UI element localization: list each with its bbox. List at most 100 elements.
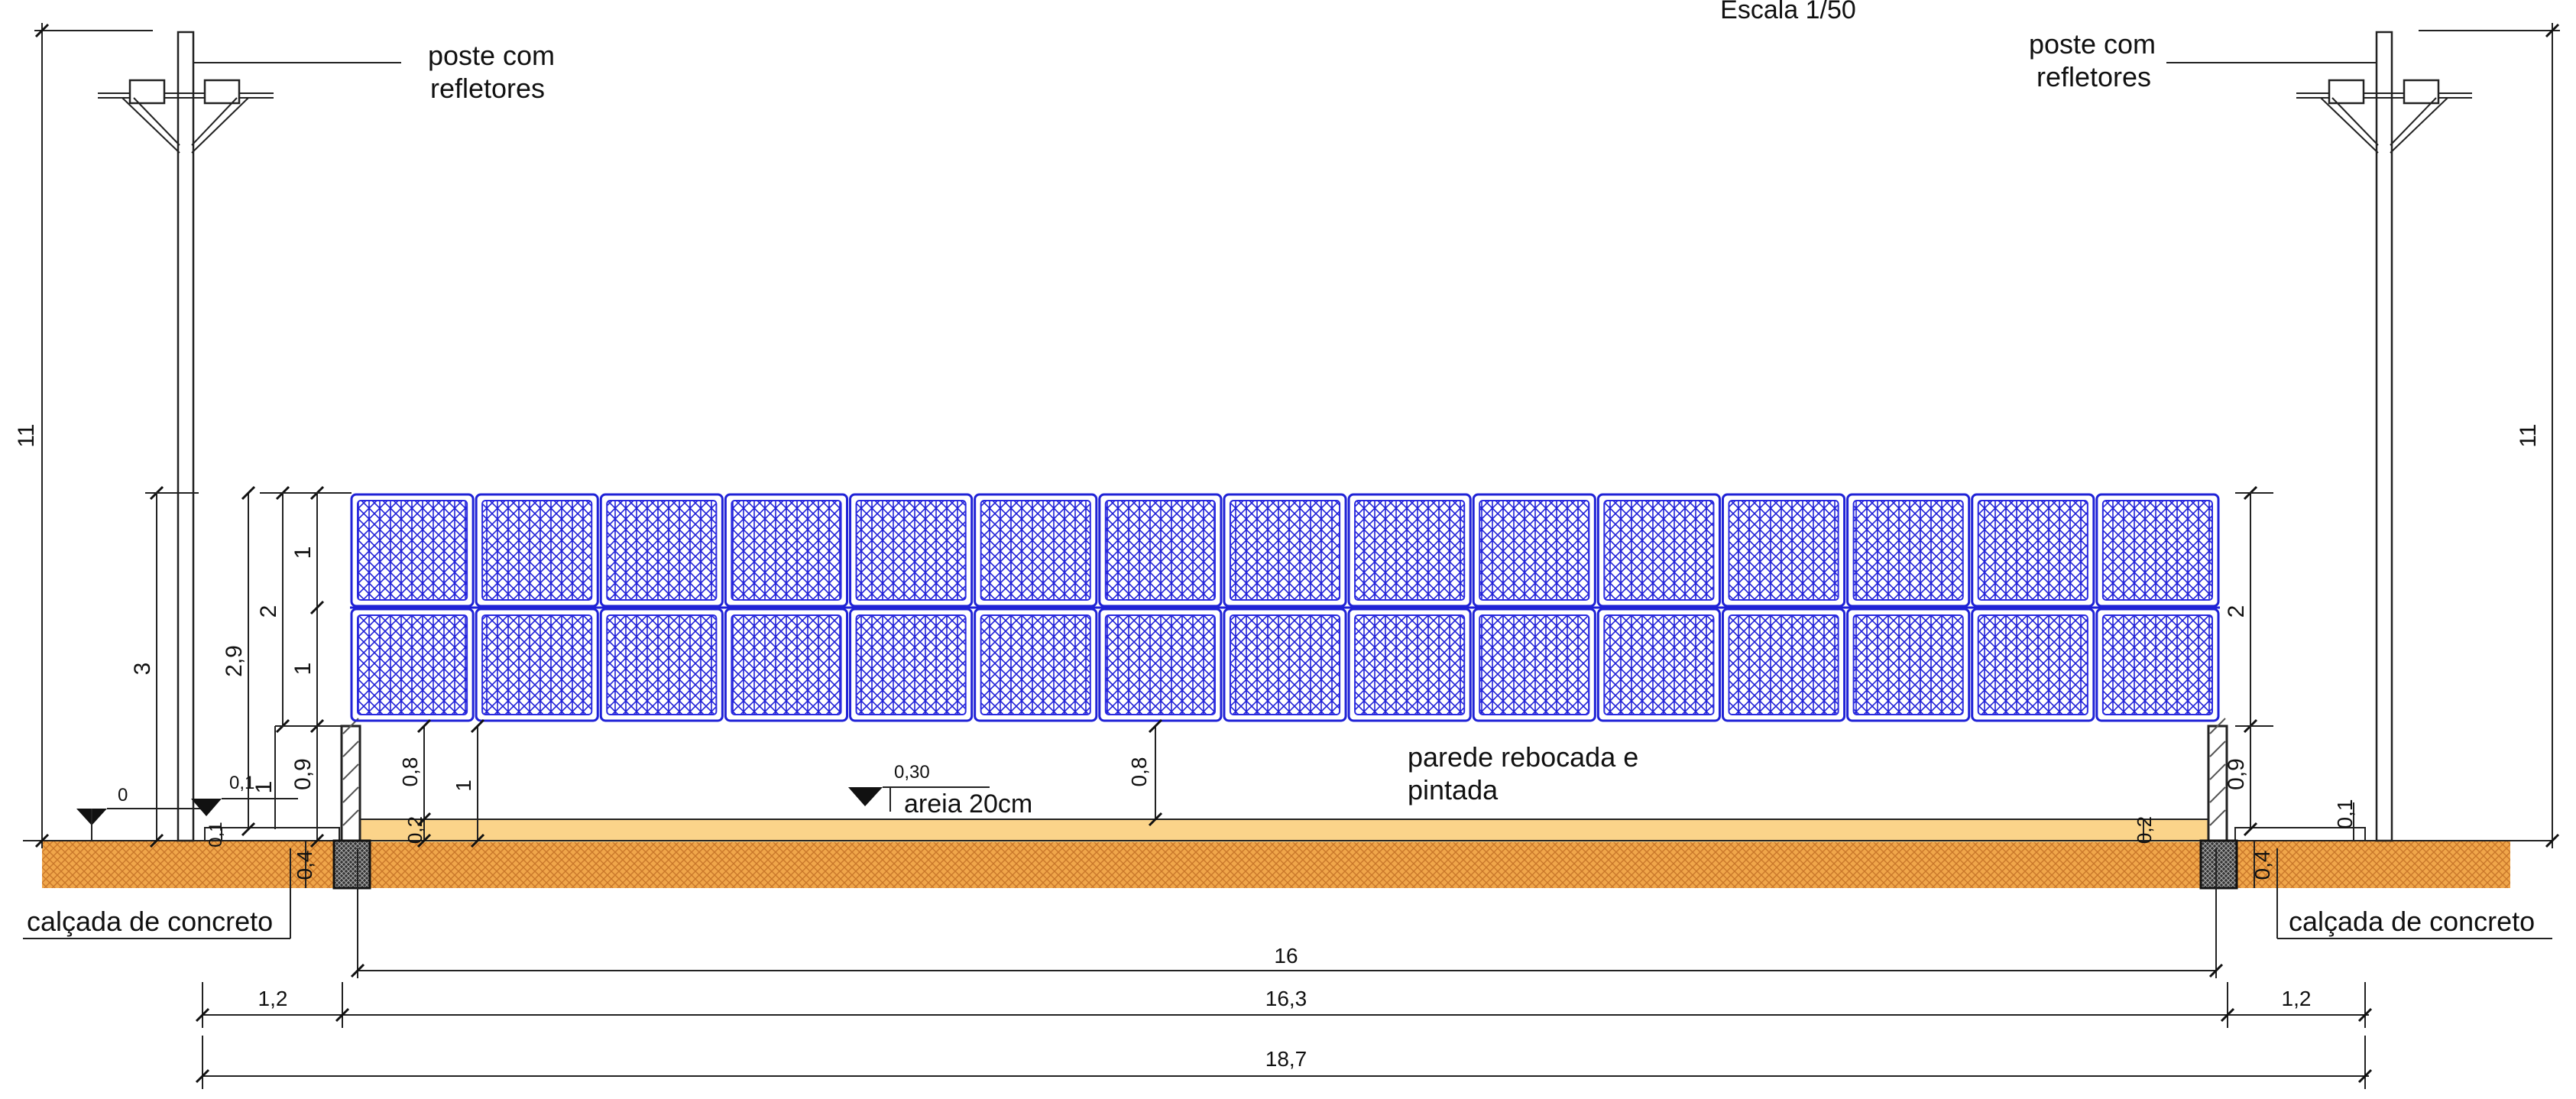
fence-panel bbox=[974, 493, 1098, 608]
fence-panel bbox=[1846, 608, 1971, 722]
fence-panel bbox=[849, 608, 974, 722]
fence-panel bbox=[1223, 493, 1347, 608]
fence-panel-mesh bbox=[1603, 500, 1715, 601]
pole-right-label-line1: poste com bbox=[2029, 28, 2156, 60]
dim-wall-0-2-right-label: 0,2 bbox=[2133, 816, 2156, 844]
fence-panel bbox=[350, 493, 475, 608]
fence-panel-mesh bbox=[606, 614, 718, 715]
soil-band bbox=[42, 841, 2510, 888]
fence-panel-mesh bbox=[1354, 614, 1466, 715]
dim-3-label: 3 bbox=[130, 663, 155, 676]
fence-panel-mesh bbox=[2101, 500, 2214, 601]
dim-pole-height-right: 11 bbox=[2419, 23, 2560, 848]
fence-panel bbox=[1347, 493, 1472, 608]
fence-panel bbox=[599, 608, 724, 722]
fence-panel bbox=[1596, 493, 1721, 608]
level-marker-sidewalk: 0,1 bbox=[191, 773, 298, 816]
dim-right-chain: 2 0,9 0,1 0,4 0,2 bbox=[2133, 485, 2357, 888]
fence-panel-mesh bbox=[1852, 500, 1964, 601]
ground bbox=[23, 819, 2552, 888]
dim-16-3-label: 16,3 bbox=[1265, 987, 1307, 1010]
fence-panel bbox=[350, 608, 475, 722]
dim-side-1-2-right-label: 1,2 bbox=[2282, 987, 2312, 1010]
dim-horizontal-row2: 1,2 16,3 1,2 bbox=[195, 982, 2373, 1028]
fence-panel-mesh bbox=[980, 614, 1091, 715]
sidewalk-right bbox=[2234, 827, 2366, 841]
fence-panel bbox=[1223, 608, 1347, 722]
fence-panel-mesh bbox=[357, 500, 468, 601]
fence-panel bbox=[2095, 493, 2220, 608]
pole-left bbox=[98, 31, 401, 842]
fence-panel bbox=[599, 493, 724, 608]
fence-panel bbox=[475, 608, 599, 722]
sidewalk-left-leader bbox=[23, 848, 291, 939]
fence-panel-mesh bbox=[1229, 614, 1341, 715]
fence-panel-mesh bbox=[1479, 500, 1590, 601]
level-sand-value: 0,30 bbox=[894, 762, 930, 783]
foundation-left bbox=[332, 839, 371, 890]
fence-panel-mesh bbox=[980, 500, 1091, 601]
dim-sidewalk-0-1-right-label: 0,1 bbox=[2333, 799, 2357, 829]
fence-panel-mesh bbox=[1104, 614, 1216, 715]
wall-label-line1: parede rebocada e bbox=[1408, 741, 1638, 773]
scale-label: Escala 1/50 bbox=[1720, 0, 1856, 24]
dim-16-label: 16 bbox=[1274, 944, 1298, 968]
fence-panel-mesh bbox=[1728, 614, 1839, 715]
dim-horizontal-16: 16 bbox=[350, 848, 2224, 978]
dim-left-chain: 3 2,9 2 1 1 0,9 1 bbox=[130, 485, 352, 848]
pole-left-label-line1: poste com bbox=[428, 40, 555, 71]
dim-wall-0-9-left-label: 0,9 bbox=[290, 758, 316, 790]
dim-wall-1-left-label: 1 bbox=[251, 781, 277, 794]
level-marker-sand: 0,30 bbox=[848, 762, 990, 812]
wall-label-line2: pintada bbox=[1408, 774, 1499, 806]
fence-panel bbox=[724, 493, 849, 608]
fence-panel bbox=[475, 493, 599, 608]
dim-wall-1-inner-label: 1 bbox=[452, 780, 475, 792]
fence-panel-mesh bbox=[1852, 614, 1964, 715]
sand-label: areia 20cm bbox=[904, 789, 1032, 819]
pole-left-height-label: 11 bbox=[14, 423, 39, 447]
foundation-right bbox=[2199, 839, 2238, 890]
dim-side-1-2-left-label: 1,2 bbox=[258, 987, 288, 1010]
dim-wall-0-9-right-label: 0,9 bbox=[2224, 758, 2249, 790]
sidewalk-right-label: calçada de concreto bbox=[2289, 906, 2535, 937]
dim-pole-height-left: 11 bbox=[14, 23, 153, 848]
level-sidewalk-value: 0,1 bbox=[229, 773, 254, 793]
fence-panel bbox=[724, 608, 849, 722]
dim-foundation-0-4-left-label: 0,4 bbox=[293, 851, 316, 880]
fence-panel bbox=[1347, 608, 1472, 722]
sidewalk-left-label: calçada de concreto bbox=[27, 906, 273, 937]
fence-panel bbox=[2095, 608, 2220, 722]
level-left-value: 0 bbox=[118, 785, 128, 806]
fence-panel bbox=[1098, 493, 1223, 608]
fence-panel-mesh bbox=[855, 500, 967, 601]
dim-horizontal-18-7: 18,7 bbox=[195, 1036, 2373, 1089]
sand-layer bbox=[348, 819, 2212, 842]
dim-fence-2-label: 2 bbox=[256, 605, 281, 618]
dim-fence-2-right-label: 2 bbox=[2224, 605, 2249, 618]
fence-panel-mesh bbox=[1728, 500, 1839, 601]
dim-sidewalk-0-1-left-label: 0,1 bbox=[206, 822, 226, 847]
fence-panel-mesh bbox=[1977, 614, 2088, 715]
fence-panel bbox=[1596, 608, 1721, 722]
fence-panel bbox=[1971, 608, 2095, 722]
pole-left-label-line2: refletores bbox=[430, 73, 545, 104]
dim-wall-0-2-left-label: 0,2 bbox=[403, 816, 426, 844]
fence-panel-mesh bbox=[1229, 500, 1341, 601]
wall-right bbox=[2199, 718, 2238, 890]
dim-wall-0-8-left-label: 0,8 bbox=[398, 757, 422, 787]
fence-panels bbox=[350, 493, 2220, 722]
fence-panel-mesh bbox=[1479, 614, 1590, 715]
fence-panel-mesh bbox=[481, 614, 593, 715]
fence-panel bbox=[1846, 493, 1971, 608]
dim-wall-0-8-center-label: 0,8 bbox=[1127, 757, 1151, 787]
fence-panel bbox=[1472, 493, 1596, 608]
fence-panel bbox=[1721, 608, 1846, 722]
fence-panel-mesh bbox=[1977, 500, 2088, 601]
fence-panel-mesh bbox=[731, 500, 842, 601]
dim-fence-mid-1-label: 1 bbox=[290, 663, 316, 676]
fence-panel-mesh bbox=[1603, 614, 1715, 715]
fence-panel bbox=[974, 608, 1098, 722]
fence-panel bbox=[849, 493, 974, 608]
dim-left-inner: 0,8 0,2 1 0,8 0,4 0,1 bbox=[206, 718, 1163, 888]
